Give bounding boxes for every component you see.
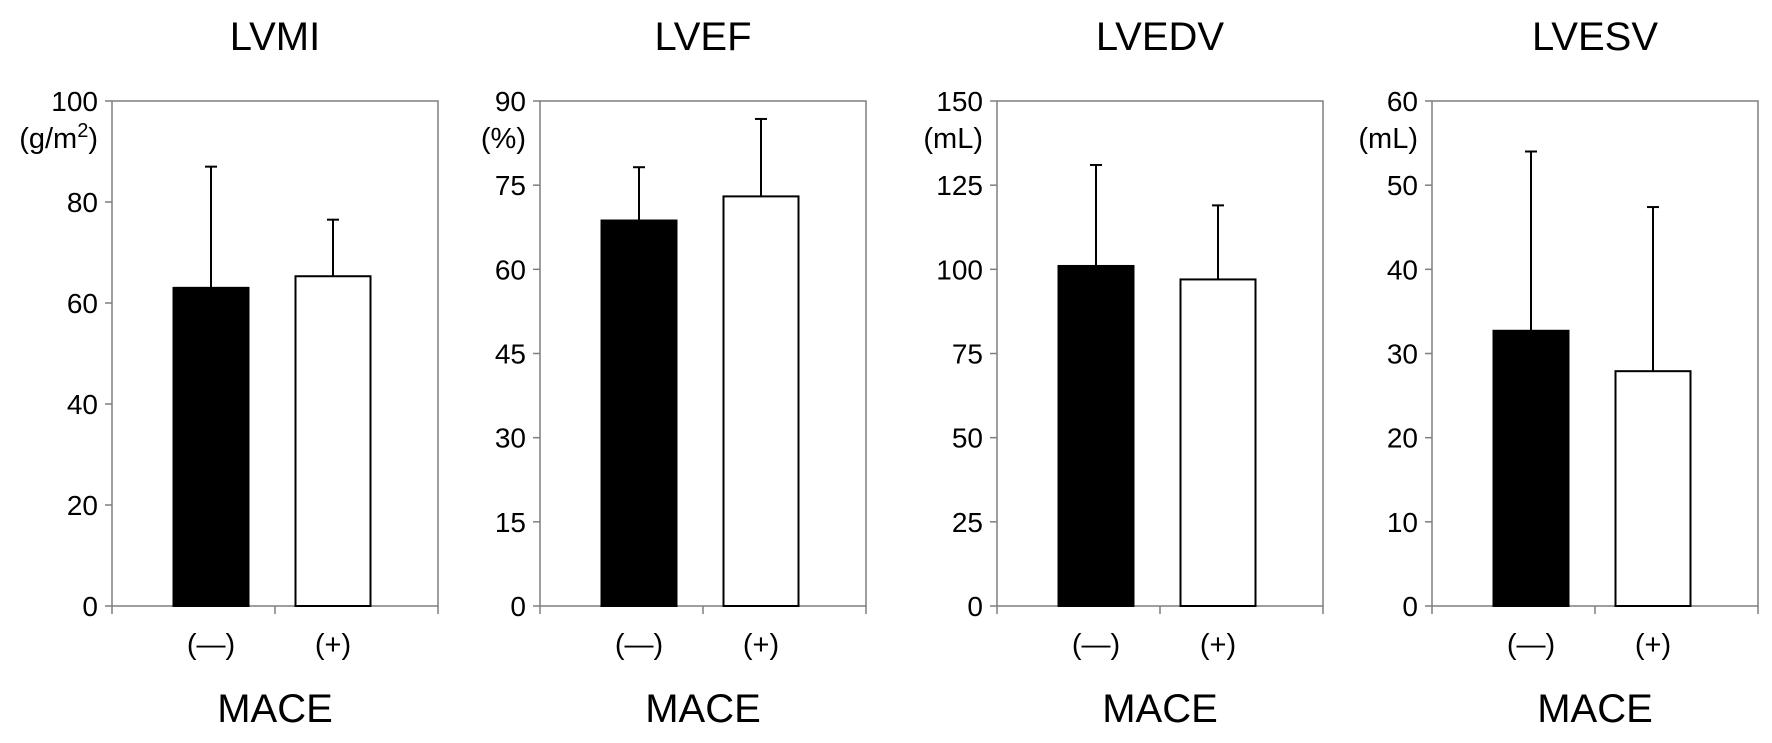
x-category-label: (—) xyxy=(1072,629,1120,661)
chart-title: LVEF xyxy=(654,15,751,59)
x-category-label: (—) xyxy=(187,629,235,661)
bar-mace-negative xyxy=(172,286,250,607)
y-axis-unit-label: (mL) xyxy=(1358,123,1418,155)
y-tick-label: 40 xyxy=(1387,254,1418,285)
plot-frame xyxy=(996,100,1324,607)
y-tick-label: 0 xyxy=(967,591,983,622)
y-tick-label: 60 xyxy=(1387,86,1418,117)
chart-panel-lvmi: LVMI 0 20 40 60 80 100(g/m2) (—) (+) MACE xyxy=(19,15,439,731)
y-tick-label: 50 xyxy=(952,423,983,454)
y-tick-label: 125 xyxy=(936,170,983,201)
x-category-label: (—) xyxy=(615,629,663,661)
x-axis-label: MACE xyxy=(645,687,761,731)
y-tick-label: 30 xyxy=(1387,339,1418,370)
plot-frame xyxy=(1431,100,1759,607)
y-axis-unit-label: (mL) xyxy=(923,123,983,155)
bar-mace-positive xyxy=(294,275,372,607)
y-tick-label: 20 xyxy=(67,490,98,521)
plot-frame xyxy=(539,100,867,607)
bar-mace-positive xyxy=(722,195,800,607)
y-tick-label: 75 xyxy=(495,170,526,201)
plot-frame xyxy=(111,100,439,607)
y-tick-label: 45 xyxy=(495,339,526,370)
y-tick-label: 40 xyxy=(67,389,98,420)
y-tick-label: 150 xyxy=(936,86,983,117)
unit-superscript: 2 xyxy=(77,120,88,142)
x-category-label: (+) xyxy=(1635,629,1671,661)
y-tick-label: 0 xyxy=(82,591,98,622)
y-tick-label: 25 xyxy=(952,507,983,538)
chart-panel-lvef: LVEF 0 15 30 45 60 75 90 (%) (—) (+) MACE xyxy=(481,15,867,731)
y-tick-label: 90 xyxy=(495,86,526,117)
x-category-label: (+) xyxy=(743,629,779,661)
y-tick-label: 80 xyxy=(67,187,98,218)
y-tick-label: 50 xyxy=(1387,170,1418,201)
y-tick-label: 100 xyxy=(936,254,983,285)
chart-panel-lvedv: LVEDV 0 25 50 75 100 125 150 (mL) (—) (+) MACE xyxy=(923,15,1324,731)
x-axis-label: MACE xyxy=(217,687,333,731)
bar-mace-positive xyxy=(1614,370,1692,607)
y-tick-label: 60 xyxy=(495,254,526,285)
bar-mace-negative xyxy=(1492,329,1570,607)
y-axis-unit-label: (g/m2) xyxy=(19,120,98,155)
y-tick-label: 10 xyxy=(1387,507,1418,538)
y-tick-label: 0 xyxy=(510,591,526,622)
chart-title: LVESV xyxy=(1532,15,1658,59)
y-tick-label: 30 xyxy=(495,423,526,454)
x-category-label: (+) xyxy=(315,629,351,661)
y-tick-label: 15 xyxy=(495,507,526,538)
y-tick-label: 100 xyxy=(51,86,98,117)
chart-title: LVEDV xyxy=(1096,15,1225,59)
x-category-label: (—) xyxy=(1507,629,1555,661)
y-tick-label: 0 xyxy=(1402,591,1418,622)
y-tick-label: 60 xyxy=(67,288,98,319)
x-category-label: (+) xyxy=(1200,629,1236,661)
y-tick-label: 20 xyxy=(1387,423,1418,454)
bar-mace-negative xyxy=(600,219,678,607)
y-tick-label: 75 xyxy=(952,339,983,370)
x-axis-label: MACE xyxy=(1102,687,1218,731)
bar-mace-positive xyxy=(1179,278,1257,607)
chart-title: LVMI xyxy=(230,15,320,59)
chart-panel-lvesv: LVESV 0 10 20 30 40 50 60 (mL) (—) (+) MACE xyxy=(1358,15,1759,731)
bar-mace-negative xyxy=(1057,264,1135,607)
y-axis-unit-label: (%) xyxy=(481,123,526,155)
x-axis-label: MACE xyxy=(1537,687,1653,731)
